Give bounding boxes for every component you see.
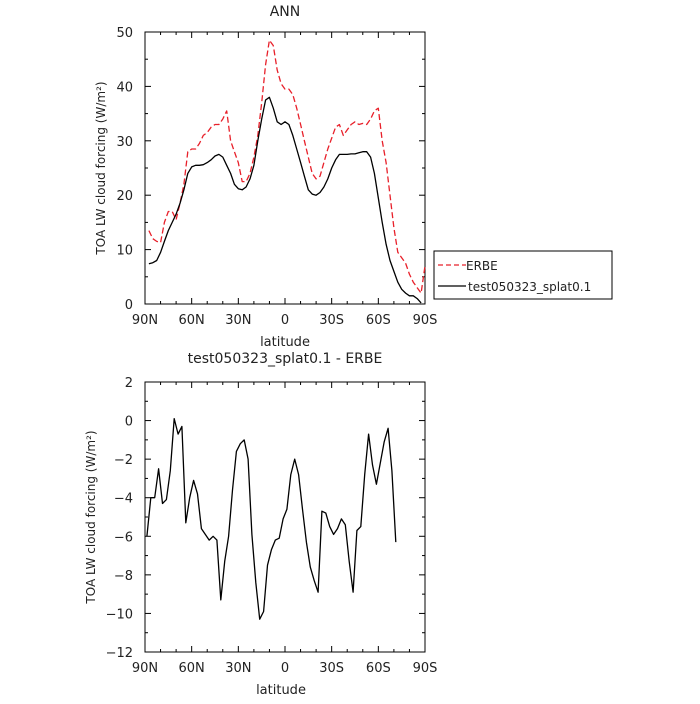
x-tick-label: 90N	[132, 313, 158, 328]
y-tick-label: 0	[125, 415, 133, 430]
panel-annual-cloud-forcing: ANN TOA LW cloud forcing (W/m²) latitude…	[94, 4, 437, 350]
y-tick-label: 40	[116, 80, 133, 95]
x-tick-label: 60N	[179, 661, 205, 676]
axis-ticks: 90N 60N 30N 0 30S 60S 90S −12 −10 −8 −6 −4 −2 0 2	[106, 376, 438, 676]
series-line-1	[148, 96, 422, 304]
x-tick-label: 90S	[413, 661, 438, 676]
y-axis-label: TOA LW cloud forcing (W/m²)	[94, 81, 108, 255]
series-line-0	[148, 39, 426, 294]
x-tick-label: 0	[281, 661, 289, 676]
y-tick-label: 30	[116, 135, 133, 150]
x-tick-label: 60S	[366, 661, 391, 676]
y-tick-label: 10	[116, 244, 133, 259]
y-tick-label: −2	[114, 453, 133, 468]
series-layer	[148, 39, 426, 304]
legend-box	[433, 250, 613, 300]
x-tick-label: 30N	[225, 661, 251, 676]
x-tick-label: 90N	[132, 661, 158, 676]
x-tick-label: 60S	[366, 313, 391, 328]
y-tick-label: −4	[114, 492, 133, 507]
y-tick-label: 50	[116, 26, 133, 41]
chart-title: test050323_splat0.1 - ERBE	[188, 351, 383, 367]
x-tick-label: 90S	[413, 313, 438, 328]
y-tick-label: 2	[125, 376, 133, 391]
series-layer	[146, 417, 397, 620]
y-tick-label: 0	[125, 298, 133, 313]
axis-ticks: 90N 60N 30N 0 30S 60S 90S 0 10 20 30 40 50	[116, 26, 437, 328]
plot-frame	[144, 31, 426, 305]
y-tick-label: −8	[114, 569, 133, 584]
y-tick-label: 20	[116, 189, 133, 204]
panel-difference: test050323_splat0.1 - ERBE TOA LW cloud …	[84, 351, 437, 698]
legend: ERBE test050323_splat0.1	[433, 250, 613, 300]
x-tick-label: 60N	[179, 313, 205, 328]
y-axis-label: TOA LW cloud forcing (W/m²)	[84, 430, 98, 604]
x-tick-label: 30S	[319, 313, 344, 328]
x-axis-label: latitude	[260, 335, 310, 350]
x-tick-label: 30N	[225, 313, 251, 328]
y-tick-label: −12	[106, 646, 133, 661]
series-line-0	[146, 417, 397, 620]
y-tick-label: −10	[106, 607, 133, 622]
x-axis-label: latitude	[256, 683, 306, 698]
legend-label-model: test050323_splat0.1	[468, 280, 591, 294]
legend-label-erbe: ERBE	[466, 259, 498, 273]
y-tick-label: −6	[114, 530, 133, 545]
chart-title: ANN	[270, 4, 301, 20]
x-tick-label: 30S	[319, 661, 344, 676]
x-tick-label: 0	[281, 313, 289, 328]
